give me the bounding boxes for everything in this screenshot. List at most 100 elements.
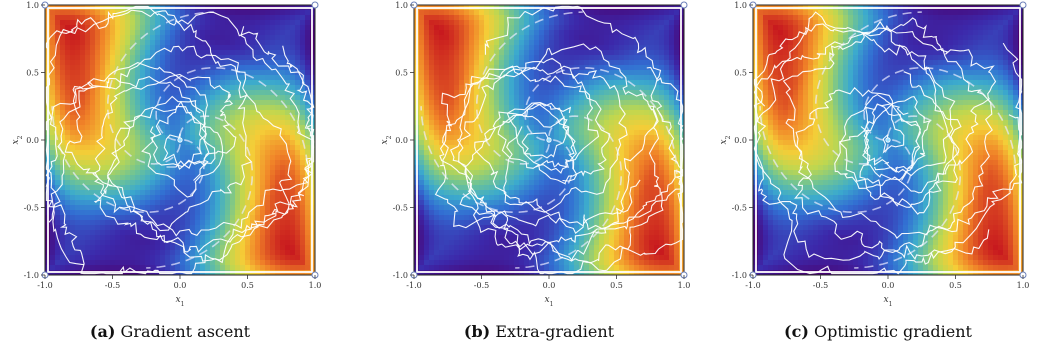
heat-cell: [50, 55, 56, 61]
heat-cell: [509, 75, 515, 81]
heat-cell: [200, 60, 206, 66]
heat-cell: [85, 150, 91, 156]
heat-cell: [564, 60, 570, 66]
heat-cell: [275, 50, 281, 56]
heat-cell: [539, 150, 545, 156]
heat-cell: [220, 115, 226, 121]
heat-cell: [449, 20, 455, 26]
heat-cell: [449, 105, 455, 111]
heat-cell: [135, 85, 141, 91]
heat-cell: [230, 25, 236, 31]
heat-cell: [290, 150, 296, 156]
heat-cell: [419, 205, 425, 211]
heat-cell: [260, 100, 266, 106]
heat-cell: [110, 225, 116, 231]
heat-cell: [419, 70, 425, 76]
heat-cell: [235, 135, 241, 141]
heat-cell: [429, 80, 435, 86]
heat-cell: [419, 85, 425, 91]
heat-cell: [235, 195, 241, 201]
heat-cell: [105, 155, 111, 161]
heat-cell: [449, 135, 455, 141]
heat-cell: [140, 15, 146, 21]
heat-cell: [484, 100, 490, 106]
heat-cell: [579, 105, 585, 111]
heat-cell: [240, 110, 246, 116]
heat-cell: [140, 95, 146, 101]
heat-cell: [105, 40, 111, 46]
heat-cell: [220, 40, 226, 46]
heat-cell: [205, 85, 211, 91]
heat-cell: [200, 165, 206, 171]
heat-cell: [190, 145, 196, 151]
heat-cell: [165, 65, 171, 71]
heat-cell: [564, 70, 570, 76]
heat-cell: [469, 225, 475, 231]
heat-cell: [205, 25, 211, 31]
heat-cell: [489, 140, 495, 146]
heat-cell: [434, 95, 440, 101]
heat-cell: [55, 45, 61, 51]
heat-cell: [145, 200, 151, 206]
heat-cell: [255, 85, 261, 91]
heat-cell: [190, 185, 196, 191]
heat-cell: [90, 60, 96, 66]
heat-cell: [524, 120, 530, 126]
heat-cell: [524, 175, 530, 181]
heat-cell: [584, 225, 590, 231]
heat-cell: [165, 70, 171, 76]
heat-cell: [469, 135, 475, 141]
heat-cell: [504, 130, 510, 136]
heat-cell: [270, 235, 276, 241]
heat-cell: [55, 150, 61, 156]
heat-cell: [499, 250, 505, 256]
heat-cell: [524, 90, 530, 96]
heat-cell: [434, 150, 440, 156]
heat-cell: [110, 195, 116, 201]
heat-cell: [100, 200, 106, 206]
heat-cell: [250, 115, 256, 121]
heat-cell: [429, 265, 435, 271]
heat-cell: [255, 265, 261, 271]
heat-cell: [210, 235, 216, 241]
heat-cell: [539, 65, 545, 71]
heat-cell: [429, 50, 435, 56]
heat-cell: [494, 230, 500, 236]
heat-cell: [265, 205, 271, 211]
heat-cell: [185, 245, 191, 251]
heat-cell: [260, 35, 266, 41]
heat-cell: [564, 85, 570, 91]
heat-cell: [85, 145, 91, 151]
heat-cell: [165, 200, 171, 206]
heat-cell: [434, 25, 440, 31]
heat-cell: [250, 130, 256, 136]
heat-cell: [95, 230, 101, 236]
heat-cell: [564, 150, 570, 156]
heat-cell: [80, 130, 86, 136]
heat-cell: [180, 200, 186, 206]
heat-cell: [245, 80, 251, 86]
heat-cell: [489, 250, 495, 256]
heat-cell: [250, 195, 256, 201]
heat-cell: [185, 15, 191, 21]
heat-cell: [419, 40, 425, 46]
heat-cell: [529, 265, 535, 271]
heat-cell: [544, 165, 550, 171]
heat-cell: [95, 240, 101, 246]
heat-cell: [150, 145, 156, 151]
heat-cell: [215, 20, 221, 26]
heat-cell: [280, 265, 286, 271]
heat-cell: [230, 15, 236, 21]
heat-cell: [434, 55, 440, 61]
heat-cell: [95, 105, 101, 111]
heat-cell: [220, 195, 226, 201]
heat-cell: [150, 90, 156, 96]
heat-cell: [439, 110, 445, 116]
heat-cell: [95, 185, 101, 191]
heat-cell: [295, 25, 301, 31]
heat-cell: [474, 20, 480, 26]
heat-cell: [80, 90, 86, 96]
heat-cell: [569, 195, 575, 201]
heat-cell: [544, 240, 550, 246]
heat-cell: [504, 125, 510, 131]
